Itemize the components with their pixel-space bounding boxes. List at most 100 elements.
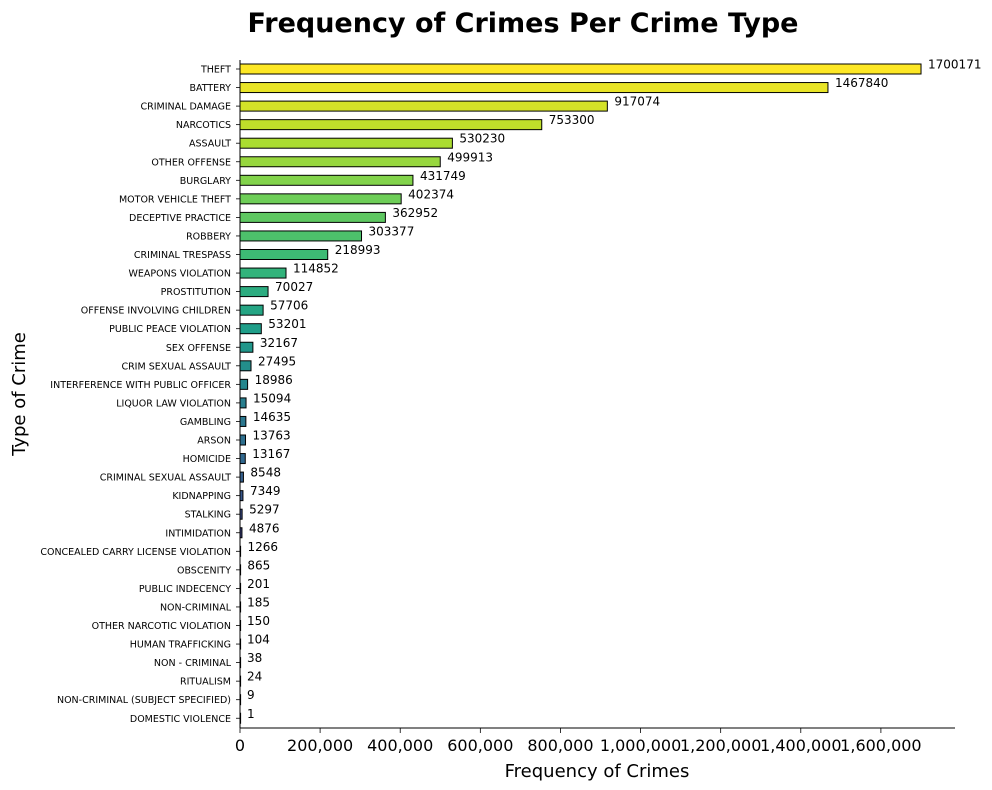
category-label-domestic-violence: DOMESTIC VIOLENCE <box>130 714 231 725</box>
value-label-burglary: 431749 <box>420 169 466 183</box>
category-label-ritualism: RITUALISM <box>180 677 231 688</box>
value-label-interference-with-public-officer: 18986 <box>255 373 293 387</box>
x-tick-label-8: 1,600,000 <box>840 736 921 755</box>
value-label-battery: 1467840 <box>835 76 888 90</box>
value-label-concealed-carry-license-violation: 1266 <box>248 540 279 554</box>
bar-criminal-damage <box>239 100 608 112</box>
value-label-other-narcotic-violation: 150 <box>247 614 270 628</box>
value-label-non-criminal: 38 <box>247 651 262 665</box>
bar-interference-with-public-officer <box>239 378 249 390</box>
value-label-offense-involving-children: 57706 <box>270 299 308 313</box>
category-label-criminal-trespass: CRIMINAL TRESPASS <box>134 250 231 261</box>
bar-public-peace-violation <box>239 323 262 335</box>
category-label-gambling: GAMBLING <box>180 417 231 428</box>
category-label-kidnapping: KIDNAPPING <box>172 491 231 502</box>
bar-assault <box>239 137 453 149</box>
value-label-deceptive-practice: 362952 <box>392 206 438 220</box>
category-label-obscenity: OBSCENITY <box>177 565 231 576</box>
category-label-theft: THEFT <box>200 65 231 76</box>
value-label-liquor-law-violation: 15094 <box>253 391 291 405</box>
value-label-motor-vehicle-theft: 402374 <box>408 187 454 201</box>
category-label-public-indecency: PUBLIC INDECENCY <box>139 584 231 595</box>
bar-liquor-law-violation <box>239 397 247 409</box>
bar-weapons-violation <box>239 267 287 279</box>
value-label-other-offense: 499913 <box>447 150 493 164</box>
category-label-battery: BATTERY <box>189 83 231 94</box>
x-tick-label-1: 200,000 <box>287 736 353 755</box>
value-label-intimidation: 4876 <box>249 521 280 535</box>
bar-deceptive-practice <box>239 211 386 223</box>
value-label-criminal-sexual-assault: 8548 <box>250 466 281 480</box>
x-axis-label: Frequency of Crimes <box>505 761 690 782</box>
category-label-concealed-carry-license-violation: CONCEALED CARRY LICENSE VIOLATION <box>40 547 231 558</box>
category-label-intimidation: INTIMIDATION <box>165 528 231 539</box>
value-label-domestic-violence: 1 <box>247 707 255 721</box>
bar-motor-vehicle-theft <box>239 193 402 205</box>
bar-criminal-sexual-assault <box>239 471 244 483</box>
y-axis-label: Type of Crime <box>9 332 30 457</box>
category-label-non-criminal: NON-CRIMINAL <box>160 602 232 613</box>
value-label-non-criminal-subject-specified: 9 <box>247 688 255 702</box>
value-label-obscenity: 865 <box>247 558 270 572</box>
category-label-non-criminal-subject-specified: NON-CRIMINAL (SUBJECT SPECIFIED) <box>57 695 231 706</box>
bar-battery <box>239 82 829 94</box>
bar-theft <box>239 63 922 75</box>
category-label-non-criminal: NON - CRIMINAL <box>154 658 232 669</box>
bar-arson <box>239 434 247 446</box>
category-labels-group: THEFT BATTERY CRIMINAL DAMAGE NARCOTICS ASSA… <box>40 65 240 725</box>
x-tick-label-7: 1,400,000 <box>760 736 841 755</box>
category-label-human-trafficking: HUMAN TRAFFICKING <box>130 640 231 651</box>
value-label-non-criminal: 185 <box>247 595 270 609</box>
x-tick-label-0: 0 <box>235 736 245 755</box>
category-label-other-offense: OTHER OFFENSE <box>151 157 231 168</box>
value-label-crim-sexual-assault: 27495 <box>258 354 296 368</box>
bar-burglary <box>239 174 414 186</box>
bar-criminal-trespass <box>239 249 329 260</box>
bar-crim-sexual-assault <box>239 360 252 372</box>
category-label-interference-with-public-officer: INTERFERENCE WITH PUBLIC OFFICER <box>50 380 231 391</box>
x-tick-label-4: 800,000 <box>527 736 593 755</box>
x-axis: 0 200,000 400,000 600,000 800,000 1,000,0001,… <box>235 728 922 755</box>
bar-narcotics <box>239 119 543 131</box>
bar-sex-offense <box>239 341 254 353</box>
bar-other-offense <box>239 156 441 168</box>
x-tick-label-2: 400,000 <box>367 736 433 755</box>
value-label-kidnapping: 7349 <box>250 484 281 498</box>
x-tick-label-5: 1,000,000 <box>600 736 681 755</box>
category-label-prostitution: PROSTITUTION <box>161 287 231 298</box>
category-label-robbery: ROBBERY <box>186 231 231 242</box>
value-label-human-trafficking: 104 <box>247 633 270 647</box>
category-label-sex-offense: SEX OFFENSE <box>166 343 231 354</box>
category-label-homicide: HOMICIDE <box>183 454 231 465</box>
category-label-public-peace-violation: PUBLIC PEACE VIOLATION <box>109 324 231 335</box>
category-label-offense-involving-children: OFFENSE INVOLVING CHILDREN <box>81 306 231 317</box>
chart-title: Frequency of Crimes Per Crime Type <box>248 8 799 39</box>
category-label-narcotics: NARCOTICS <box>176 120 231 131</box>
category-label-motor-vehicle-theft: MOTOR VEHICLE THEFT <box>119 194 231 205</box>
bar-offense-involving-children <box>239 304 264 316</box>
bar-homicide <box>239 453 246 465</box>
category-label-assault: ASSAULT <box>189 139 231 150</box>
value-label-homicide: 13167 <box>252 447 290 461</box>
value-label-weapons-violation: 114852 <box>293 262 339 276</box>
category-label-arson: ARSON <box>197 436 231 447</box>
value-label-sex-offense: 32167 <box>260 336 298 350</box>
category-label-criminal-damage: CRIMINAL DAMAGE <box>141 102 232 113</box>
value-label-public-indecency: 201 <box>247 577 270 591</box>
value-label-gambling: 14635 <box>253 410 291 424</box>
value-label-narcotics: 753300 <box>549 113 595 127</box>
value-label-arson: 13763 <box>253 429 291 443</box>
value-label-prostitution: 70027 <box>275 280 313 294</box>
value-label-public-peace-violation: 53201 <box>268 317 306 331</box>
value-label-ritualism: 24 <box>247 670 262 684</box>
bar-robbery <box>239 230 363 242</box>
x-tick-label-6: 1,200,000 <box>680 736 761 755</box>
value-label-theft: 1700171 <box>928 58 981 72</box>
value-label-criminal-damage: 917074 <box>614 95 660 109</box>
category-label-other-narcotic-violation: OTHER NARCOTIC VIOLATION <box>92 621 231 632</box>
category-label-burglary: BURGLARY <box>180 176 231 187</box>
category-label-stalking: STALKING <box>185 510 231 521</box>
bar-prostitution <box>239 286 269 298</box>
category-label-crim-sexual-assault: CRIM SEXUAL ASSAULT <box>121 361 231 372</box>
